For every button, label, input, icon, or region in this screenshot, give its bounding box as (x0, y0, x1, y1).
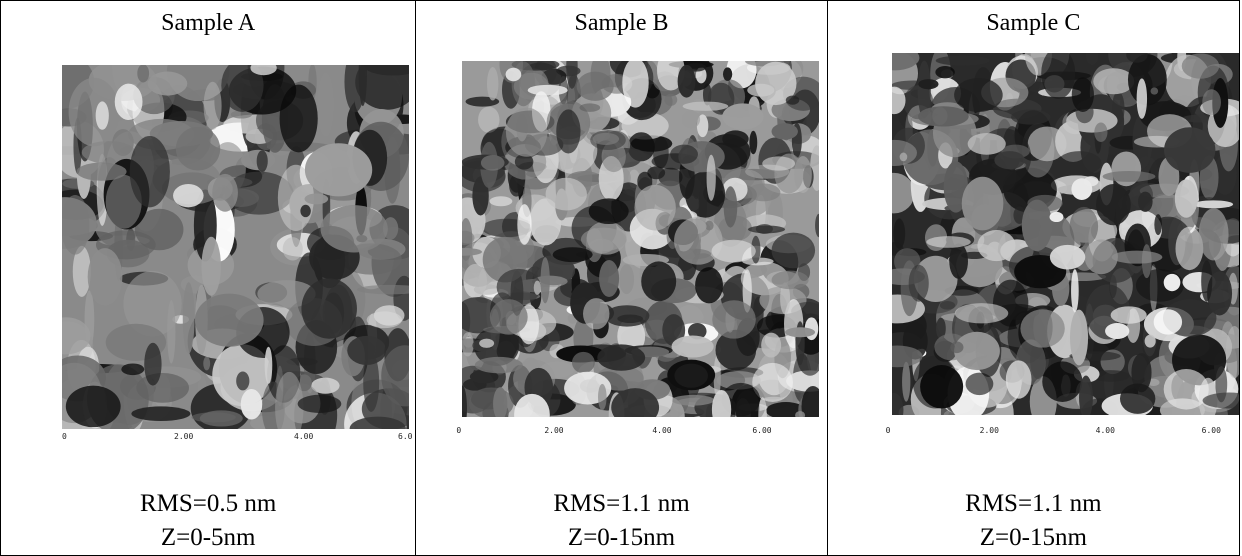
tick-label: 0 (456, 426, 462, 435)
sample-c-title: Sample C (986, 10, 1081, 36)
sample-c-z-range: Z=0-15nm (979, 524, 1087, 551)
sample-b-axis-ticks: 0 2.00 4.00 6.00 (456, 426, 826, 438)
sample-b-afm-image (462, 61, 820, 417)
sample-c-afm-image (891, 53, 1239, 415)
tick-label: 2.00 (544, 426, 564, 435)
tick-label: 6.00 (752, 426, 772, 435)
sample-a-axis-ticks: 0 2.00 4.00 6.0 (62, 432, 413, 444)
tick-label: 2.00 (174, 432, 194, 441)
sample-c-caption: RMS=1.1 nm Z=0-15nm (828, 487, 1239, 555)
sample-c-rms: RMS=1.1 nm (965, 490, 1102, 517)
sample-c-cell: Sample C 0 2.00 4.00 6.00 RMS=1.1 nm Z=0… (826, 1, 1239, 555)
tick-label: 6.0 (398, 432, 413, 441)
sample-b-caption: RMS=1.1 nm Z=0-15nm (416, 487, 826, 555)
tick-label: 0 (62, 432, 67, 441)
tick-label: 4.00 (652, 426, 672, 435)
tick-label: 4.00 (294, 432, 314, 441)
sample-b-cell: Sample B 0 2.00 4.00 6.00 RMS=1.1 nm Z=0… (415, 1, 826, 555)
sample-c-axis-ticks: 0 2.00 4.00 6.00 (886, 426, 1239, 438)
sample-a-title: Sample A (161, 10, 256, 36)
sample-b-title: Sample B (574, 10, 669, 36)
sample-b-z-range: Z=0-15nm (567, 524, 676, 551)
sample-a-z-range: Z=0-5nm (160, 524, 256, 551)
tick-label: 2.00 (979, 426, 999, 435)
sample-a-afm-image (62, 65, 409, 429)
sample-a-cell: Sample A 0 2.00 4.00 6.0 RMS=0.5 nm Z=0-… (1, 1, 415, 555)
tick-label: 0 (885, 426, 891, 435)
tick-label: 6.00 (1201, 426, 1221, 435)
tick-label: 4.00 (1095, 426, 1115, 435)
sample-a-rms: RMS=0.5 nm (139, 490, 277, 517)
sample-a-caption: RMS=0.5 nm Z=0-5nm (1, 487, 415, 555)
sample-b-rms: RMS=1.1 nm (553, 490, 690, 517)
